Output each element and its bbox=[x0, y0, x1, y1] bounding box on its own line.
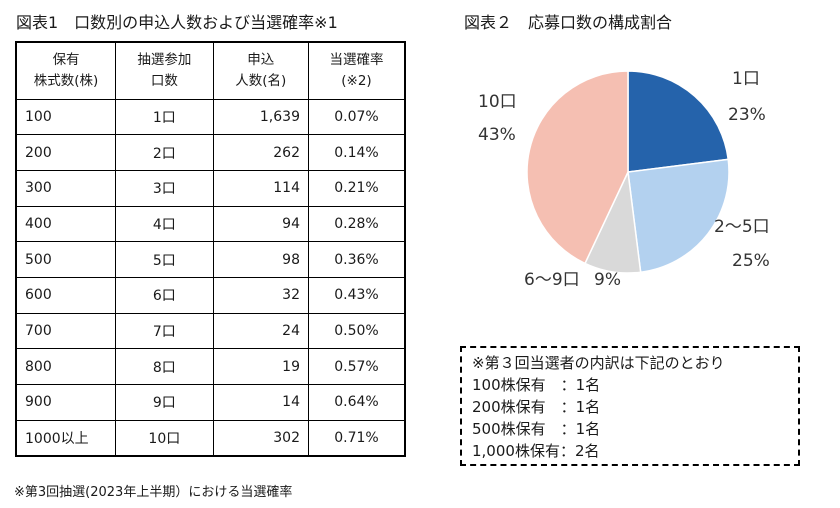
header-applicants-line2: 人数(名) bbox=[235, 72, 287, 89]
slice-category-label: 10口 bbox=[478, 92, 517, 112]
cell-shares: 600 bbox=[15, 276, 117, 314]
slice-category-label: 6～9口 bbox=[524, 270, 580, 290]
note-line: 1,000株保有：2名 bbox=[472, 442, 600, 460]
header-win-rate: 当選確率 (※2) bbox=[307, 41, 406, 100]
cell-units: 8口 bbox=[115, 348, 214, 385]
pie-slice bbox=[627, 158, 730, 274]
pie-slice bbox=[627, 70, 730, 173]
pie-chart: 1口 23% 2～5口 25% 6～9口 9% 10口 43% bbox=[478, 69, 770, 290]
table-row: 200 2口 262 0.14% bbox=[15, 134, 406, 171]
table-row: 700 7口 24 0.50% bbox=[15, 312, 406, 350]
cell-units: 2口 bbox=[115, 134, 214, 171]
header-units-line2: 口数 bbox=[150, 72, 178, 89]
cell-units: 5口 bbox=[115, 241, 214, 278]
table-row: 400 4口 94 0.28% bbox=[15, 205, 406, 243]
table-row: 300 3口 114 0.21% bbox=[15, 169, 406, 207]
table-footnote: ※第3回抽選(2023年上半期）における当選確率 bbox=[14, 485, 293, 500]
table-row: 900 9口 14 0.64% bbox=[15, 384, 406, 421]
cell-applicants: 114 bbox=[212, 169, 309, 207]
cell-applicants: 98 bbox=[212, 241, 309, 278]
header-applicants-line1: 申込 bbox=[247, 51, 275, 68]
note-line: 500株保有 ：1名 bbox=[472, 420, 601, 438]
table-row: 800 8口 19 0.57% bbox=[15, 348, 406, 385]
cell-win-rate: 0.57% bbox=[307, 348, 406, 385]
cell-units: 3口 bbox=[115, 169, 214, 207]
cell-win-rate: 0.14% bbox=[307, 134, 406, 171]
pie-chart-title: 図表２ 応募口数の構成割合 bbox=[464, 13, 673, 32]
header-shares: 保有株式数(株) bbox=[15, 41, 117, 100]
cell-shares: 400 bbox=[15, 205, 117, 243]
note-line: 200株保有 ：1名 bbox=[472, 398, 601, 416]
cell-shares: 200 bbox=[15, 134, 117, 171]
cell-win-rate: 0.50% bbox=[307, 312, 406, 350]
cell-units: 10口 bbox=[115, 419, 214, 457]
header-shares-line2: 株式数(株) bbox=[33, 72, 99, 89]
slice-value-label: 9% bbox=[594, 270, 621, 290]
application-table: 保有株式数(株) 抽選参加口数 申込人数(名) 当選確率 (※2) 100 1口 1,… bbox=[15, 41, 406, 457]
cell-applicants: 14 bbox=[212, 384, 309, 421]
cell-win-rate: 0.28% bbox=[307, 205, 406, 243]
cell-win-rate: 0.43% bbox=[307, 276, 406, 314]
table-row: 1000以上 10口 302 0.71% bbox=[15, 419, 406, 457]
cell-shares: 100 bbox=[15, 98, 117, 136]
slice-category-label: 1口 bbox=[732, 69, 760, 89]
pie-slice bbox=[526, 70, 629, 265]
cell-shares: 300 bbox=[15, 169, 117, 207]
winners-note-box: ※第３回当選者の内訳は下記のとおり 100株保有 ：1名 200株保有 ：1名 … bbox=[460, 346, 800, 466]
cell-shares: 900 bbox=[15, 384, 117, 421]
header-applicants: 申込人数(名) bbox=[212, 41, 309, 100]
slice-category-label: 2～5口 bbox=[714, 217, 770, 237]
cell-win-rate: 0.64% bbox=[307, 384, 406, 421]
cell-units: 1口 bbox=[115, 98, 214, 136]
cell-shares: 800 bbox=[15, 348, 117, 385]
slice-value-label: 25% bbox=[732, 251, 770, 271]
cell-applicants: 94 bbox=[212, 205, 309, 243]
cell-shares: 500 bbox=[15, 241, 117, 278]
table-title: 図表1 口数別の申込人数および当選確率※1 bbox=[16, 13, 338, 32]
table-row: 600 6口 32 0.43% bbox=[15, 276, 406, 314]
header-win-rate-line2: (※2) bbox=[341, 72, 372, 89]
cell-applicants: 19 bbox=[212, 348, 309, 385]
cell-units: 9口 bbox=[115, 384, 214, 421]
table-row: 500 5口 98 0.36% bbox=[15, 241, 406, 278]
table-body: 100 1口 1,639 0.07% 200 2口 262 0.14% 300 3口 114 0.21… bbox=[15, 98, 406, 457]
cell-applicants: 1,639 bbox=[212, 98, 309, 136]
note-heading: ※第３回当選者の内訳は下記のとおり bbox=[472, 354, 725, 372]
header-shares-line1: 保有 bbox=[52, 51, 80, 68]
cell-units: 6口 bbox=[115, 276, 214, 314]
header-units-line1: 抽選参加 bbox=[137, 51, 192, 68]
cell-shares: 1000以上 bbox=[15, 419, 117, 457]
cell-units: 4口 bbox=[115, 205, 214, 243]
table-row: 100 1口 1,639 0.07% bbox=[15, 98, 406, 136]
cell-win-rate: 0.21% bbox=[307, 169, 406, 207]
cell-applicants: 262 bbox=[212, 134, 309, 171]
table-header-row: 保有株式数(株) 抽選参加口数 申込人数(名) 当選確率 (※2) bbox=[15, 41, 406, 100]
cell-applicants: 24 bbox=[212, 312, 309, 350]
cell-win-rate: 0.07% bbox=[307, 98, 406, 136]
header-units: 抽選参加 口数 bbox=[115, 41, 214, 100]
cell-units: 7口 bbox=[115, 312, 214, 350]
cell-applicants: 32 bbox=[212, 276, 309, 314]
cell-win-rate: 0.36% bbox=[307, 241, 406, 278]
slice-value-label: 23% bbox=[728, 105, 766, 125]
cell-win-rate: 0.71% bbox=[307, 419, 406, 457]
note-line: 100株保有 ：1名 bbox=[472, 376, 601, 394]
cell-shares: 700 bbox=[15, 312, 117, 350]
cell-applicants: 302 bbox=[212, 419, 309, 457]
header-win-rate-line1: 当選確率 bbox=[329, 51, 384, 68]
slice-value-label: 43% bbox=[478, 125, 516, 145]
